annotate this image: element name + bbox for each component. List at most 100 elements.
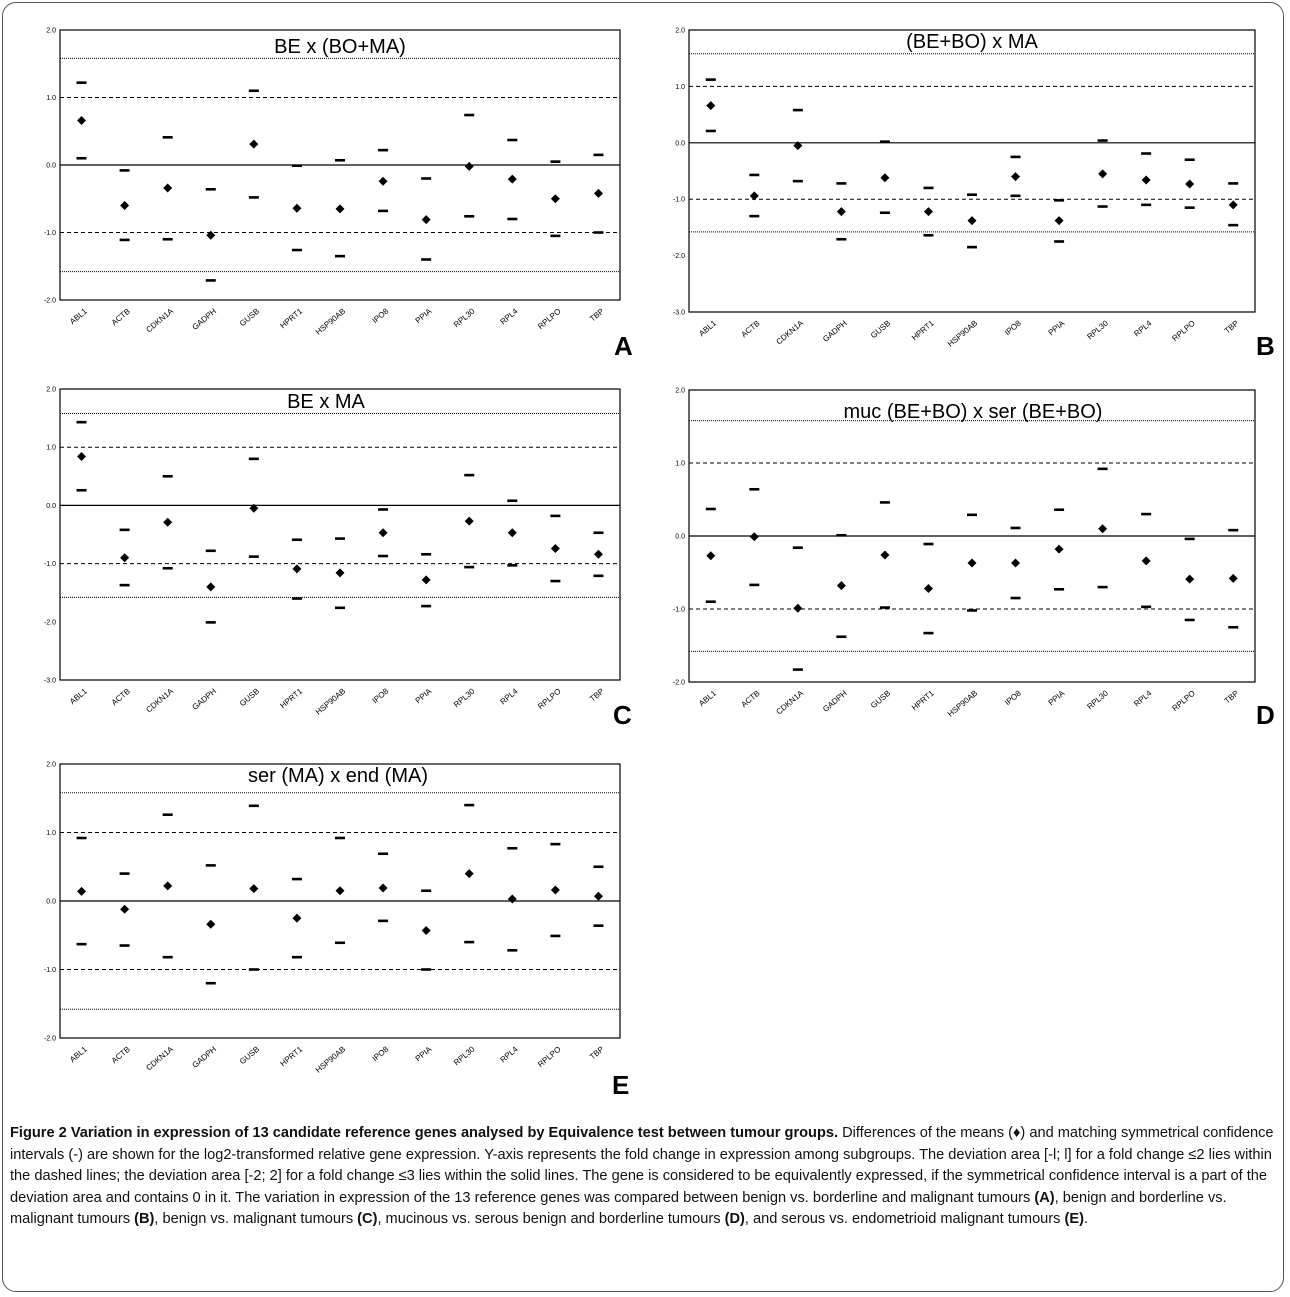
ci-upper-mark (1010, 155, 1021, 159)
ci-upper-mark (705, 78, 716, 81)
ci-upper-mark (836, 182, 847, 185)
ci-lower-mark (923, 233, 934, 237)
ci-upper-mark (76, 420, 87, 424)
y-tick-label: 1.0 (46, 445, 56, 452)
ci-upper-mark (205, 864, 216, 867)
x-tick-label: CDKN1A (774, 318, 805, 346)
x-tick-label: CDKN1A (144, 306, 175, 334)
ci-lower-mark (205, 981, 216, 985)
caption-text-3: , mucinous vs. serous benign and borderl… (377, 1211, 725, 1227)
ci-upper-mark (1184, 158, 1195, 162)
x-tick-label: GADPH (190, 1044, 218, 1069)
ci-upper-mark (291, 877, 302, 881)
caption-body: Differences of the means (♦) and matchin… (10, 1125, 1274, 1206)
mean-diamond-point (593, 188, 603, 198)
x-tick-label: GADPH (190, 686, 218, 711)
ci-lower-mark (291, 955, 302, 959)
ci-upper-mark (421, 552, 432, 556)
ci-upper-mark (1054, 199, 1065, 202)
ci-lower-mark (421, 604, 432, 608)
x-tick-label: RPL4 (1132, 688, 1154, 708)
ci-upper-mark (291, 164, 302, 167)
mean-diamond-point (464, 516, 474, 526)
ci-upper-mark (464, 473, 475, 477)
mean-diamond-point (120, 553, 130, 563)
chart-a-svg: 2.0 1.0 0.0 -1.0 -2.0 ABL1 ACTB CDKN1A GADPH GUSB… (44, 28, 621, 337)
ci-lower-mark (291, 597, 302, 600)
mean-diamond-point (292, 564, 302, 574)
x-tick-label: RPLPO (536, 687, 563, 711)
y-tick-label: 0.0 (46, 163, 56, 170)
mean-diamond-point (206, 582, 216, 592)
x-tick-label: PPIA (414, 686, 434, 705)
x-tick-label: GUSB (238, 687, 261, 708)
ci-upper-mark (119, 872, 130, 875)
panel-label-d: D (1256, 700, 1275, 730)
mean-diamond-point (1185, 574, 1195, 584)
chart-d-svg: 2.0 1.0 0.0 -1.0 -2.0 ABL1 ACTB CDKN1A GADPH GUSB… (673, 388, 1256, 719)
mean-diamond-point (421, 925, 431, 935)
x-tick-label: ACTB (110, 687, 132, 708)
ci-lower-mark (593, 924, 604, 927)
mean-diamond-point (1141, 175, 1151, 185)
ci-lower-mark (879, 211, 890, 215)
mean-diamond-point (550, 543, 560, 553)
chart-title: ser (MA) x end (MA) (248, 765, 428, 787)
ci-upper-mark (335, 537, 345, 540)
x-tick-label: GADPH (821, 318, 849, 343)
ci-lower-mark (248, 196, 259, 199)
y-tick-label: -2.0 (673, 253, 685, 260)
x-tick-label: TBP (588, 307, 606, 324)
mean-diamond-point (1054, 216, 1064, 226)
y-tick-label: 0.0 (675, 534, 685, 541)
ci-lower-mark (291, 248, 302, 252)
y-tick-label: 1.0 (675, 84, 685, 91)
x-tick-label: HPRT1 (910, 318, 936, 342)
x-tick-label: RPL30 (1085, 688, 1110, 711)
x-tick-label: RPL4 (1132, 318, 1154, 338)
mean-diamond-point (378, 883, 388, 893)
mean-diamond-point (335, 204, 345, 214)
x-tick-label: TBP (588, 687, 606, 704)
mean-diamond-point (421, 215, 431, 225)
ci-lower-mark (378, 554, 389, 558)
ci-lower-mark (421, 258, 432, 261)
mean-diamond-point (880, 173, 890, 183)
mean-diamond-point (378, 528, 388, 538)
ci-upper-mark (464, 803, 475, 807)
y-tick-label: -3.0 (673, 310, 685, 317)
mean-diamond-point (793, 603, 803, 613)
mean-diamond-point (1228, 200, 1238, 210)
mean-diamond-point (836, 581, 846, 591)
x-tick-label: IPO8 (1003, 318, 1023, 337)
panel-label-e: E (612, 1070, 630, 1100)
y-tick-label: 0.0 (675, 140, 685, 147)
ci-upper-mark (593, 531, 604, 535)
ci-upper-mark (550, 842, 561, 846)
mean-diamond-point (706, 551, 716, 561)
y-tick-label: 0.0 (46, 503, 56, 510)
x-tick-label: HPRT1 (278, 306, 304, 330)
mean-diamond-point (1098, 524, 1108, 534)
ci-lower-mark (162, 237, 173, 241)
mean-diamond-point (923, 207, 933, 217)
mean-diamond-point (163, 881, 173, 891)
ci-lower-mark (76, 156, 87, 160)
x-tick-label: GADPH (190, 306, 218, 331)
ci-upper-mark (248, 804, 259, 808)
x-tick-label: CDKN1A (144, 1044, 175, 1072)
y-tick-label: -1.0 (673, 607, 685, 614)
figure-caption: Figure 2 Variation in expression of 13 c… (10, 1123, 1278, 1231)
x-tick-label: ACTB (739, 689, 761, 710)
x-tick-label: PPIA (1047, 688, 1067, 707)
mean-diamond-point (249, 503, 259, 513)
ci-lower-mark (550, 579, 561, 583)
ci-lower-mark (749, 214, 760, 218)
ci-upper-mark (792, 546, 803, 549)
ci-lower-mark (248, 555, 259, 558)
ci-lower-mark (507, 564, 518, 567)
y-tick-label: -2.0 (44, 1036, 56, 1043)
ci-lower-mark (1228, 625, 1239, 629)
ci-upper-mark (378, 508, 389, 511)
ci-lower-mark (464, 215, 475, 218)
